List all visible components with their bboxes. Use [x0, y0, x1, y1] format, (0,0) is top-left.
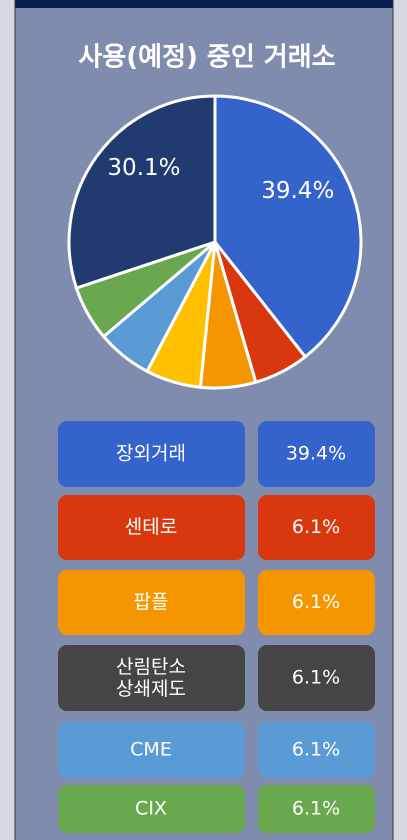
legend-label-box	[58, 495, 245, 560]
legend-value-box	[258, 645, 375, 711]
legend-value-box	[258, 722, 375, 778]
legend-value: 6.1%	[292, 516, 340, 538]
legend-value: 6.1%	[292, 739, 340, 761]
legend-label-box	[58, 722, 245, 778]
legend-label: 센테로	[125, 516, 177, 538]
legend-label: 장외거래	[116, 443, 186, 465]
legend-label-box	[58, 421, 245, 487]
slice-label: 30.1%	[107, 155, 180, 181]
legend-label-box	[58, 645, 245, 711]
legend-label: 산림탄소 상쇄제도	[116, 656, 186, 700]
legend-value-box	[258, 570, 375, 635]
legend-label: 팝플	[134, 591, 169, 613]
legend-value: 6.1%	[292, 667, 340, 689]
pie-slice	[67, 94, 217, 290]
pie-slice	[213, 94, 363, 359]
slice-label: 39.4%	[261, 178, 334, 204]
top-bar	[15, 0, 393, 8]
legend-label: CME	[130, 739, 172, 761]
legend-value: 6.1%	[292, 591, 340, 613]
legend-label-box	[58, 785, 245, 833]
legend-value: 39.4%	[286, 443, 346, 465]
chart-title: 사용(예정) 중인 거래소	[78, 43, 335, 73]
legend-label-box	[58, 570, 245, 635]
legend-value: 6.1%	[292, 798, 340, 820]
legend-value-box	[258, 495, 375, 560]
legend-value-box	[258, 785, 375, 833]
legend-value-box	[258, 421, 375, 487]
legend-label: CIX	[135, 798, 167, 820]
